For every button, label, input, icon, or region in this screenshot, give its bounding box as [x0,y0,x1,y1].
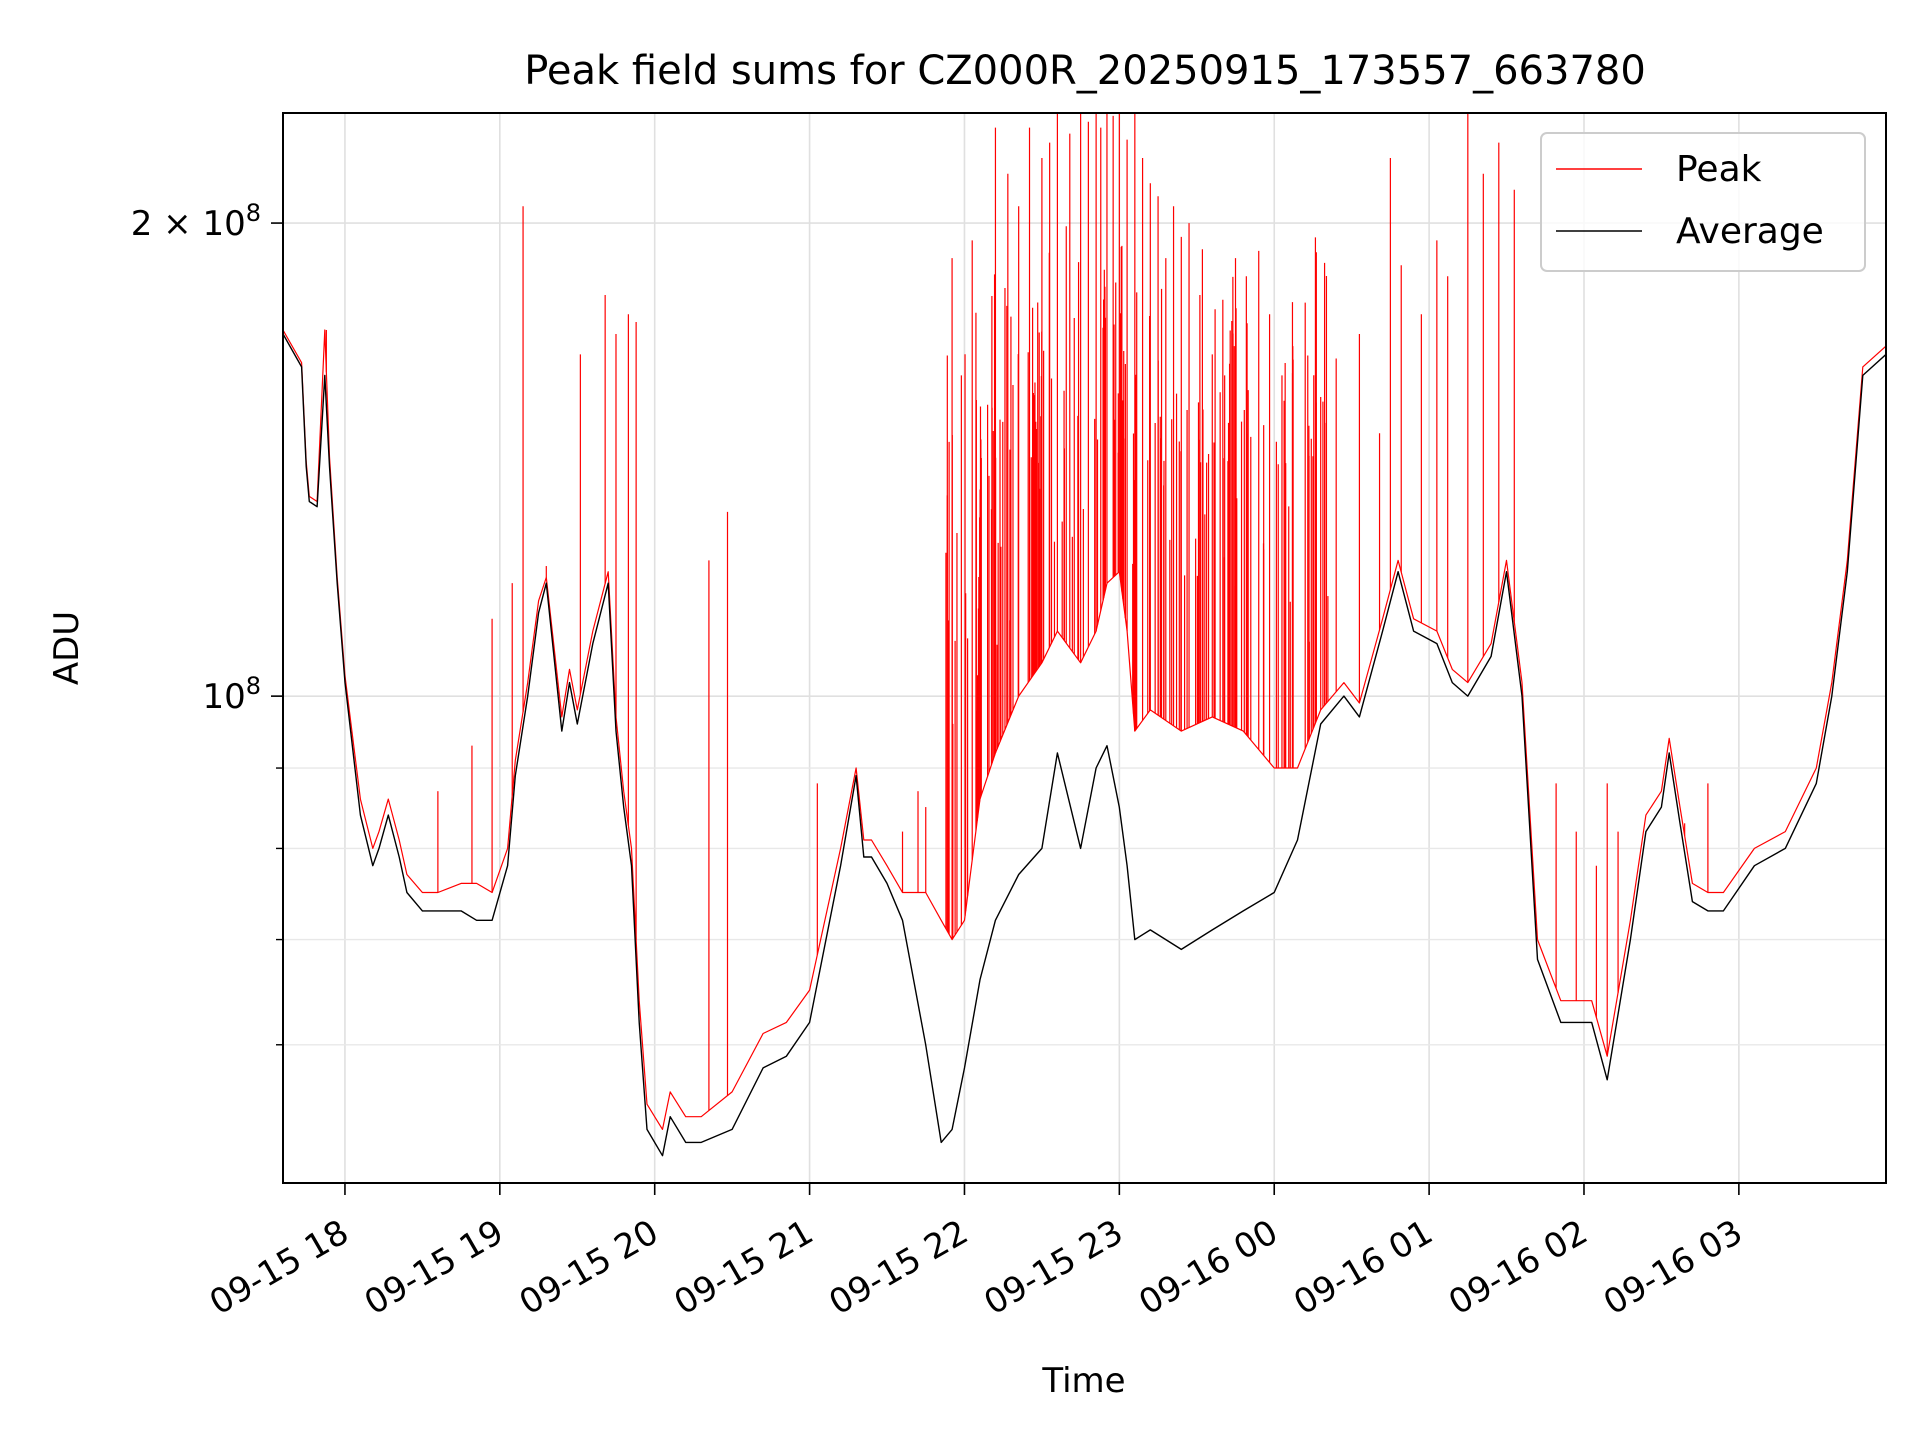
peak-spikes [325,113,1709,1111]
y-tick-label: 108 [202,672,261,717]
y-tick-label: 2 × 108 [131,199,261,244]
series-lines [283,329,1886,1157]
x-axis-label: Time [1041,1361,1125,1401]
chart-title: Peak field sums for CZ000R_20250915_1735… [524,48,1646,94]
plot-frame [282,112,1887,1184]
y-axis: 108 2 × 108 [131,199,283,1046]
legend-label-average: Average [1676,211,1824,252]
y-axis-label: ADU [47,611,87,685]
legend-label-peak: Peak [1676,149,1762,190]
legend: Peak Average [1540,132,1866,272]
grid [283,113,1886,1183]
series-line-average [283,333,1886,1157]
legend-box [1540,132,1866,272]
series-line-peak [283,329,1886,1130]
plot-area [283,113,1886,1157]
